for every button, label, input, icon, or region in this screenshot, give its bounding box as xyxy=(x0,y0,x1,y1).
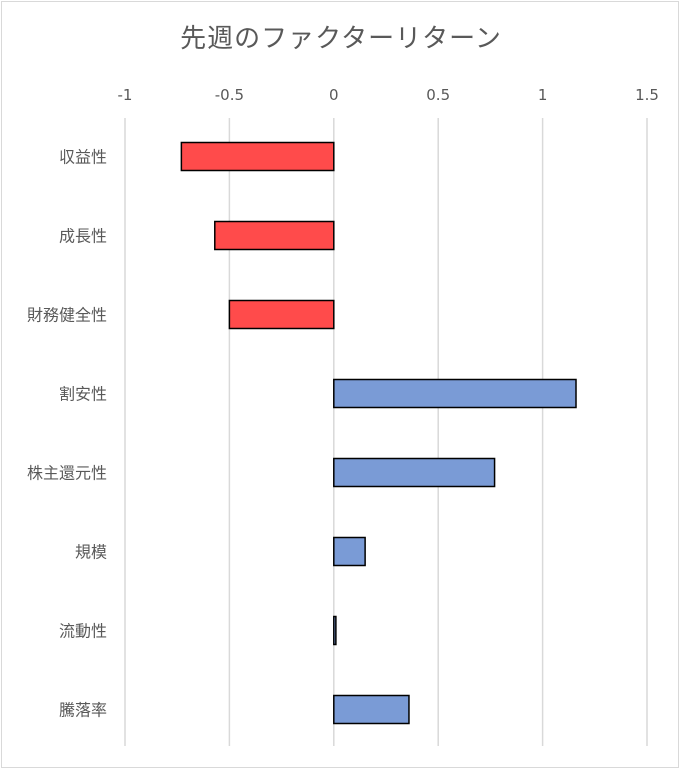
category-label: 収益性 xyxy=(59,148,107,167)
category-label: 財務健全性 xyxy=(27,306,107,325)
bar xyxy=(333,694,410,725)
bar xyxy=(333,615,337,646)
category-label: 成長性 xyxy=(59,227,107,246)
bar xyxy=(228,299,335,330)
x-tick-label: 1.5 xyxy=(635,86,659,104)
category-label: 規模 xyxy=(75,543,107,562)
category-label: 割安性 xyxy=(59,385,107,404)
x-tick-label: 0.5 xyxy=(426,86,450,104)
bar xyxy=(180,141,335,172)
category-label: 騰落率 xyxy=(59,701,107,720)
category-label: 流動性 xyxy=(59,622,107,641)
x-tick-label: 0 xyxy=(329,86,339,104)
x-tick-label: 1 xyxy=(538,86,548,104)
bar xyxy=(333,457,496,488)
x-tick-label: -1 xyxy=(118,86,133,104)
x-tick-label: -0.5 xyxy=(215,86,244,104)
chart-title: 先週のファクターリターン xyxy=(180,24,502,54)
bar xyxy=(214,220,335,251)
category-label: 株主還元性 xyxy=(27,464,107,483)
bar xyxy=(333,536,366,567)
bar xyxy=(333,378,577,409)
